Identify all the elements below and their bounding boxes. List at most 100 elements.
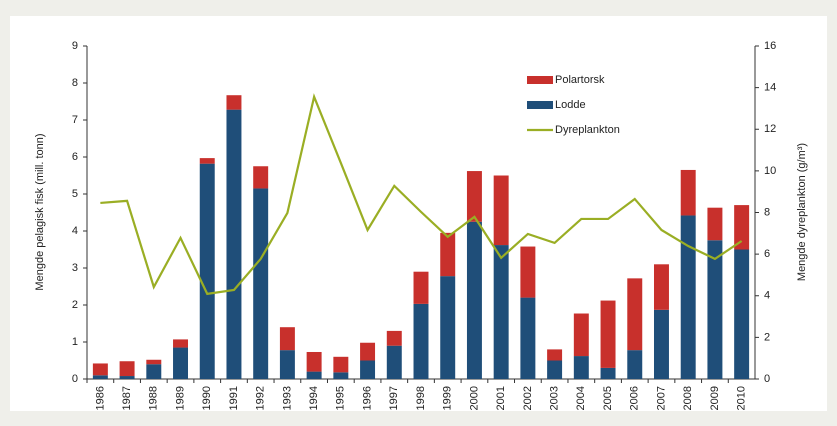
x-tick-label: 2000 — [468, 386, 480, 410]
x-tick-label: 1997 — [388, 386, 400, 410]
x-tick-label: 2004 — [575, 386, 587, 410]
bar — [547, 360, 563, 379]
y-tick-label: 3 — [72, 262, 78, 274]
bar — [253, 166, 269, 189]
y-tick-label: 8 — [72, 77, 78, 89]
bar — [493, 245, 509, 379]
bar — [493, 175, 509, 246]
y-tick-label: 0 — [72, 373, 78, 385]
y2-tick-label: 0 — [764, 373, 770, 385]
bar — [573, 356, 589, 379]
bar — [734, 205, 750, 250]
bar — [707, 207, 723, 241]
bar — [333, 356, 349, 373]
x-tick-label: 2002 — [522, 386, 534, 410]
x-tick-label: 1996 — [361, 386, 373, 410]
bar — [680, 215, 696, 379]
y-tick-label: 9 — [72, 40, 78, 52]
bar — [279, 350, 295, 379]
y-axis-label: Mengde pelagisk fisk (mill. tonn) — [34, 133, 46, 290]
bar — [520, 297, 536, 379]
bar — [226, 95, 242, 110]
bar — [119, 361, 135, 377]
x-tick-label: 2003 — [549, 386, 561, 410]
x-tick-label: 1993 — [281, 386, 293, 410]
y2-tick-label: 14 — [764, 82, 776, 94]
legend-label: Dyreplankton — [555, 124, 620, 136]
bar — [173, 339, 189, 348]
bar — [279, 327, 295, 351]
y2-tick-label: 6 — [764, 248, 770, 260]
y2-tick-label: 16 — [764, 40, 776, 52]
bar — [253, 188, 269, 379]
bar — [360, 360, 376, 379]
y2-axis-label: Mengde dyreplankton (g/m³) — [796, 143, 808, 281]
legend-swatch — [527, 101, 553, 109]
bar — [466, 171, 482, 222]
y-tick-label: 1 — [72, 336, 78, 348]
bar — [92, 363, 108, 376]
x-tick-label: 1990 — [201, 386, 213, 410]
bar — [600, 367, 616, 379]
bar — [466, 221, 482, 379]
bar — [627, 350, 643, 379]
x-tick-label: 1995 — [335, 386, 347, 410]
x-tick-label: 1998 — [415, 386, 427, 410]
bar — [653, 309, 669, 379]
x-tick-label: 1989 — [174, 386, 186, 410]
x-tick-label: 2010 — [736, 386, 748, 410]
bar — [440, 232, 456, 277]
line — [100, 93, 743, 296]
bar — [146, 359, 162, 365]
bar — [306, 351, 322, 372]
y2-tick-label: 12 — [764, 123, 776, 135]
x-tick-label: 1987 — [121, 386, 133, 410]
bar — [573, 313, 589, 357]
bar — [119, 376, 135, 379]
bar — [520, 246, 536, 298]
y2-tick-label: 2 — [764, 331, 770, 343]
x-tick-label: 1991 — [228, 386, 240, 410]
bar — [226, 109, 242, 379]
legend-label: Polartorsk — [555, 74, 605, 86]
bar — [707, 240, 723, 379]
bar — [413, 271, 429, 304]
x-tick-label: 2001 — [495, 386, 507, 410]
x-tick-label: 2007 — [655, 386, 667, 410]
y-tick-label: 4 — [72, 225, 78, 237]
bar — [547, 349, 563, 361]
bar — [306, 371, 322, 379]
bar — [173, 347, 189, 379]
x-tick-label: 1988 — [148, 386, 160, 410]
y-tick-label: 2 — [72, 299, 78, 311]
y2-tick-label: 10 — [764, 165, 776, 177]
bar — [199, 163, 215, 379]
x-tick-label: 2005 — [602, 386, 614, 410]
x-tick-label: 1992 — [255, 386, 267, 410]
y-tick-label: 6 — [72, 151, 78, 163]
bar — [680, 169, 696, 216]
x-tick-label: 2006 — [629, 386, 641, 410]
bar — [440, 276, 456, 379]
bar — [386, 345, 402, 379]
y2-tick-label: 4 — [764, 290, 770, 302]
x-tick-label: 1986 — [94, 386, 106, 410]
bar — [199, 158, 215, 164]
bar — [333, 372, 349, 379]
x-tick-label: 1999 — [442, 386, 454, 410]
bar — [360, 342, 376, 361]
bar — [92, 375, 108, 379]
legend-swatch — [527, 76, 553, 84]
legend-label: Lodde — [555, 99, 586, 111]
bar — [600, 300, 616, 368]
y-tick-label: 7 — [72, 114, 78, 126]
y2-tick-label: 8 — [764, 206, 770, 218]
x-tick-label: 2009 — [709, 386, 721, 410]
x-tick-label: 1994 — [308, 386, 320, 410]
bar — [413, 303, 429, 379]
x-tick-label: 2008 — [682, 386, 694, 410]
bar — [386, 330, 402, 346]
bar — [627, 278, 643, 351]
bar — [653, 264, 669, 310]
